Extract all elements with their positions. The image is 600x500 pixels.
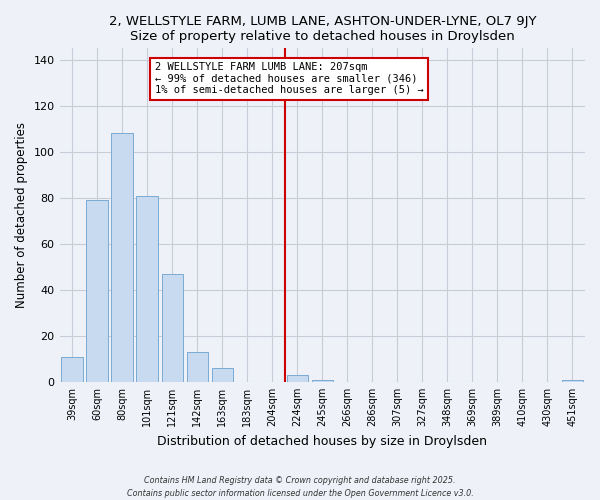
- Y-axis label: Number of detached properties: Number of detached properties: [15, 122, 28, 308]
- Bar: [136, 196, 158, 382]
- Bar: [212, 368, 233, 382]
- Bar: [161, 274, 183, 382]
- Bar: [311, 380, 333, 382]
- Bar: [61, 356, 83, 382]
- X-axis label: Distribution of detached houses by size in Droylsden: Distribution of detached houses by size …: [157, 434, 487, 448]
- Text: Contains HM Land Registry data © Crown copyright and database right 2025.
Contai: Contains HM Land Registry data © Crown c…: [127, 476, 473, 498]
- Title: 2, WELLSTYLE FARM, LUMB LANE, ASHTON-UNDER-LYNE, OL7 9JY
Size of property relati: 2, WELLSTYLE FARM, LUMB LANE, ASHTON-UND…: [109, 15, 536, 43]
- Text: 2 WELLSTYLE FARM LUMB LANE: 207sqm
← 99% of detached houses are smaller (346)
1%: 2 WELLSTYLE FARM LUMB LANE: 207sqm ← 99%…: [155, 62, 424, 96]
- Bar: [562, 380, 583, 382]
- Bar: [86, 200, 108, 382]
- Bar: [287, 375, 308, 382]
- Bar: [112, 134, 133, 382]
- Bar: [187, 352, 208, 382]
